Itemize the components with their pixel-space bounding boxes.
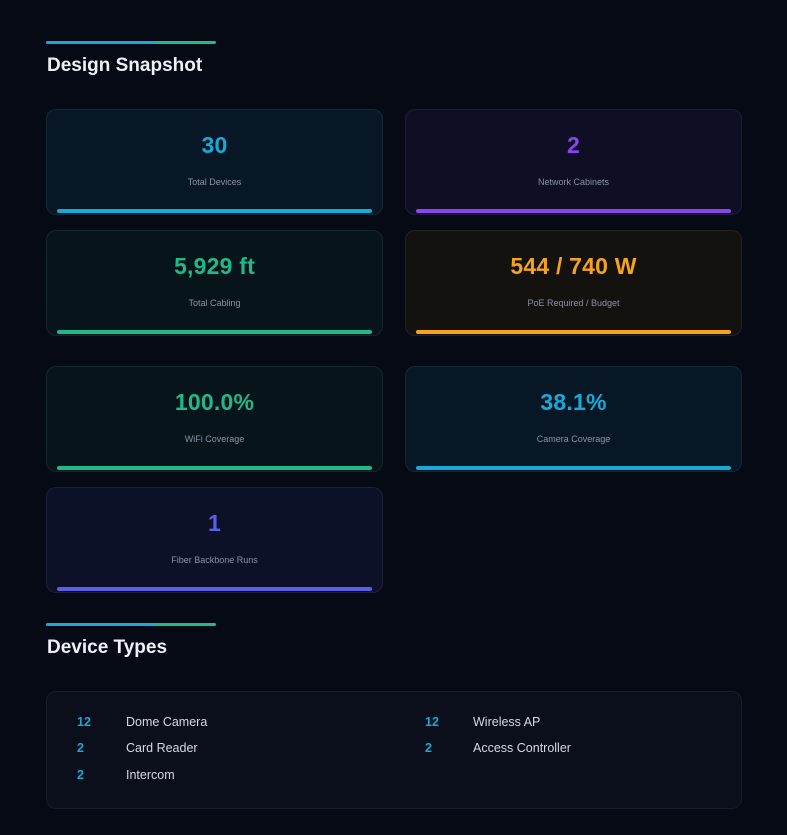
stat-label: Fiber Backbone Runs [171, 555, 258, 565]
device-count: 12 [425, 715, 439, 729]
stat-accent-bar [57, 209, 372, 213]
stat-accent-bar [57, 466, 372, 470]
stat-card-wifi-coverage: 100.0% WiFi Coverage [46, 366, 383, 472]
stat-card-network-cabinets: 2 Network Cabinets [405, 109, 742, 215]
stat-label: WiFi Coverage [184, 434, 245, 444]
stat-value: 38.1% [540, 389, 607, 415]
stat-accent-bar [57, 330, 372, 334]
section-accent-bar [46, 623, 216, 626]
stat-value: 2 [567, 132, 580, 158]
device-count: 12 [77, 715, 91, 729]
section-title-device-types: Device Types [47, 637, 168, 658]
device-name: Intercom [126, 768, 175, 782]
device-name: Card Reader [126, 741, 198, 755]
stat-value: 30 [201, 132, 228, 158]
stat-value: 1 [208, 510, 221, 536]
stat-accent-bar [57, 587, 372, 591]
device-name: Access Controller [473, 741, 571, 755]
stat-label: PoE Required / Budget [527, 298, 620, 308]
stat-value: 544 / 740 W [510, 253, 637, 279]
device-count: 2 [77, 741, 84, 755]
stat-card-camera-coverage: 38.1% Camera Coverage [405, 366, 742, 472]
device-count: 2 [425, 741, 432, 755]
device-count: 2 [77, 768, 84, 782]
stat-card-fiber-backbone: 1 Fiber Backbone Runs [46, 487, 383, 593]
stat-card-total-devices: 30 Total Devices [46, 109, 383, 215]
device-types-panel: 12 Dome Camera 12 Wireless AP 2 Card Rea… [46, 691, 742, 809]
stat-card-total-cabling: 5,929 ft Total Cabling [46, 230, 383, 336]
stat-label: Total Devices [187, 177, 242, 187]
stat-label: Network Cabinets [537, 177, 610, 187]
device-name: Dome Camera [126, 715, 208, 729]
section-accent-bar [46, 41, 216, 44]
stat-accent-bar [416, 330, 731, 334]
stat-value: 100.0% [174, 389, 255, 415]
stat-label: Total Cabling [188, 298, 241, 308]
device-name: Wireless AP [473, 715, 541, 729]
stat-label: Camera Coverage [536, 434, 611, 444]
stat-value: 5,929 ft [174, 253, 255, 279]
stat-accent-bar [416, 466, 731, 470]
section-title-design-snapshot: Design Snapshot [47, 55, 203, 76]
stat-card-poe-budget: 544 / 740 W PoE Required / Budget [405, 230, 742, 336]
stat-accent-bar [416, 209, 731, 213]
